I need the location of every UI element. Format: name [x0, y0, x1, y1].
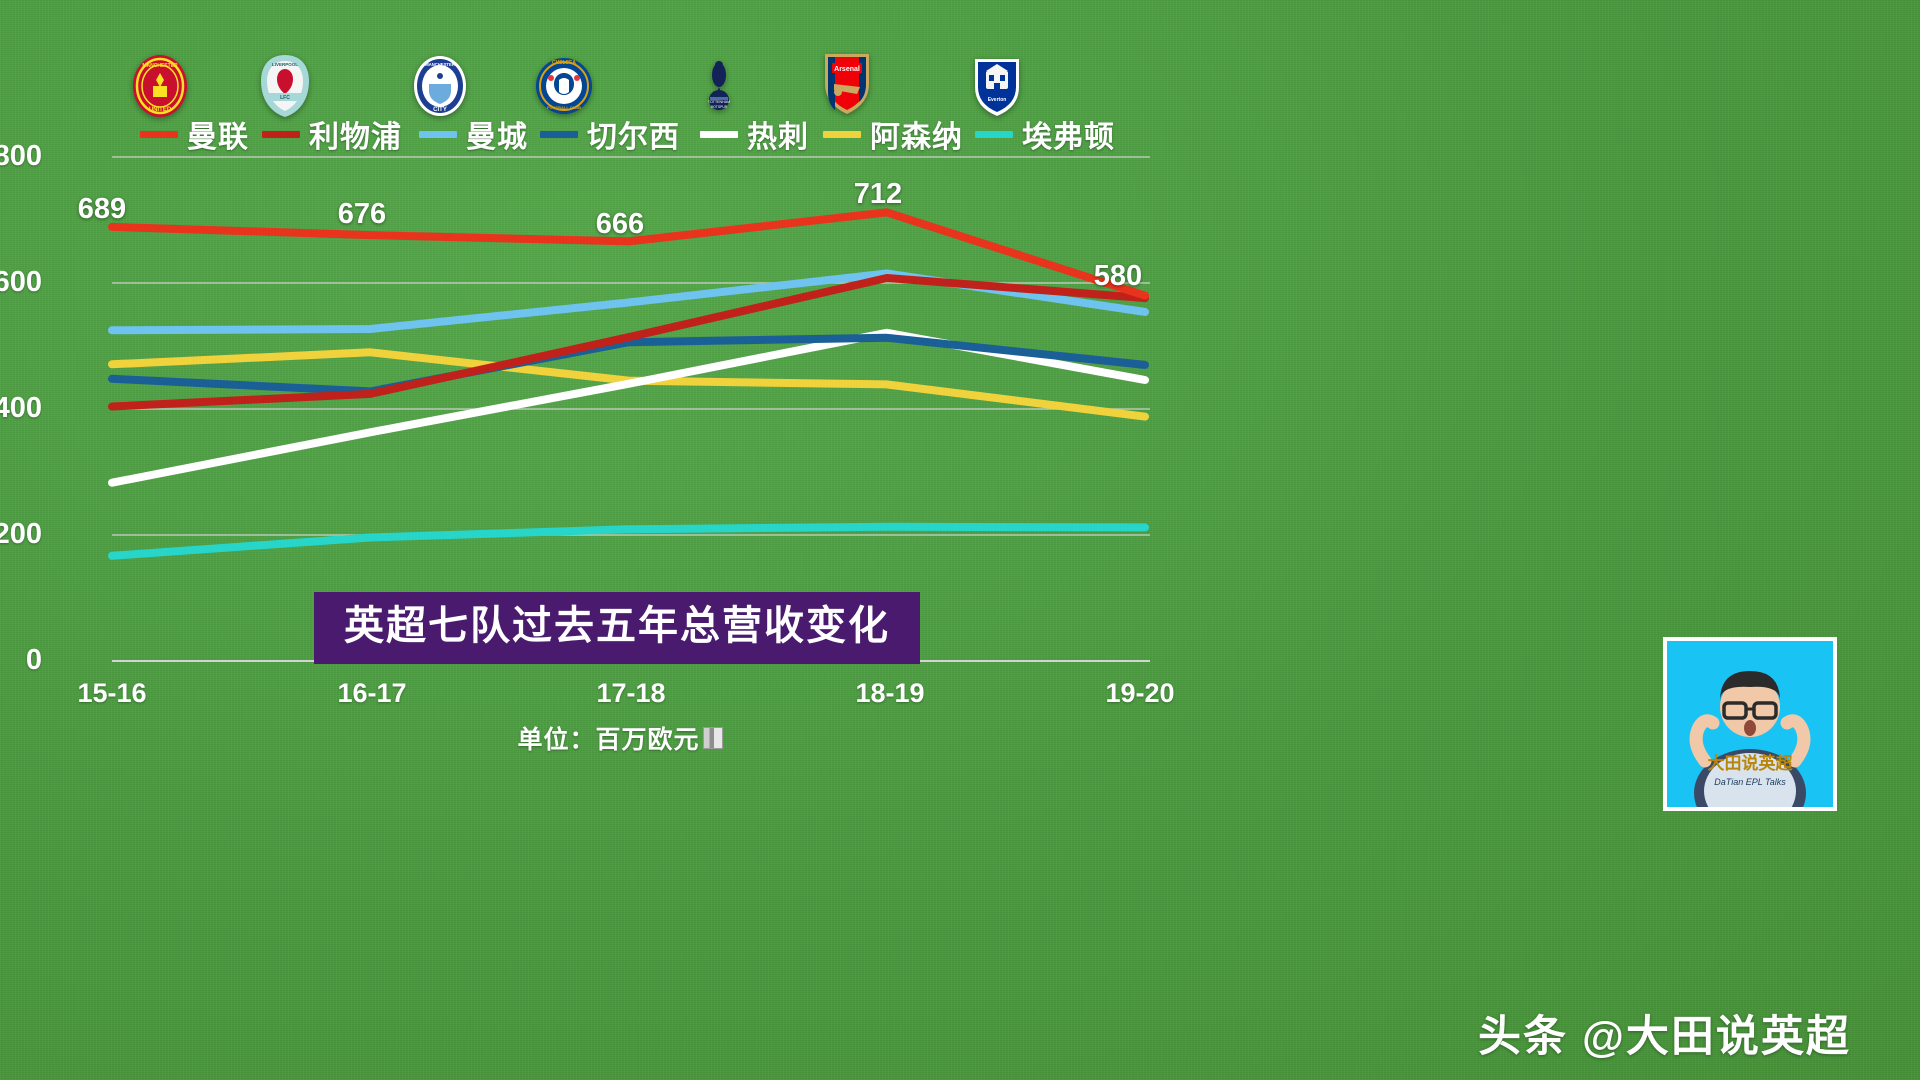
legend-label-manutd: 曼联 — [187, 121, 249, 154]
xtick-16-17: 16-17 — [337, 678, 407, 708]
svg-text:Everton: Everton — [988, 97, 1007, 103]
watermark-text: 头条 @大田说英超 — [1478, 1013, 1851, 1061]
xtick-17-18: 17-18 — [596, 678, 666, 708]
data-label-manutd-18-19: 712 — [853, 178, 903, 210]
series-line-切尔西 — [108, 333, 1149, 396]
svg-text:TOTTENHAM: TOTTENHAM — [708, 100, 730, 104]
legend-item-liverpool[interactable]: 利物浦 — [262, 112, 402, 156]
xtick-19-20: 19-20 — [1105, 678, 1175, 708]
legend-swatch-manutd — [140, 130, 178, 138]
svg-text:HOTSPUR: HOTSPUR — [711, 105, 728, 109]
legend-swatch-tottenham — [700, 130, 738, 138]
legend-item-everton[interactable]: 埃弗顿 — [975, 112, 1115, 156]
unit-caption: 单位：百万欧元 — [455, 720, 785, 756]
legend-label-mancity: 曼城 — [466, 121, 528, 154]
legend-label-liverpool: 利物浦 — [309, 121, 402, 154]
everton-logo: Everton — [968, 53, 1026, 119]
chart-title-banner: 英超七队过去五年总营收变化 — [314, 592, 920, 664]
series-line-埃弗顿 — [108, 522, 1149, 560]
series-line-曼联 — [108, 208, 1149, 300]
data-label-manutd-15-16: 689 — [77, 193, 127, 225]
legend-swatch-liverpool — [262, 130, 300, 138]
series-line-利物浦 — [108, 274, 1149, 411]
series-line-曼城 — [108, 269, 1149, 335]
data-label-manutd-19-20: 580 — [1093, 260, 1143, 292]
svg-text:LFC: LFC — [280, 95, 290, 101]
svg-text:DaTian EPL Talks: DaTian EPL Talks — [1714, 777, 1786, 787]
legend-label-arsenal: 阿森纳 — [870, 121, 963, 154]
svg-text:CITY: CITY — [433, 107, 447, 113]
legend-swatch-mancity — [419, 130, 457, 138]
legend-item-chelsea[interactable]: 切尔西 — [540, 112, 680, 156]
ytick-600: 600 — [0, 266, 42, 298]
ytick-800: 800 — [0, 140, 42, 172]
svg-text:FOOTBALL CLUB: FOOTBALL CLUB — [547, 105, 581, 110]
svg-text:LIVERPOOL: LIVERPOOL — [272, 62, 298, 67]
data-label-manutd-16-17: 676 — [337, 198, 387, 230]
channel-avatar-card: 大田说英超 DaTian EPL Talks — [1663, 637, 1837, 811]
svg-text:UNITED: UNITED — [149, 107, 172, 113]
svg-text:Arsenal: Arsenal — [834, 66, 860, 73]
manchester-united-logo: MANCHESTER UNITED — [131, 53, 189, 119]
chart-title-text: 英超七队过去五年总营收变化 — [344, 604, 890, 648]
xtick-18-19: 18-19 — [855, 678, 925, 708]
ytick-200: 200 — [0, 518, 42, 550]
ytick-400: 400 — [0, 392, 42, 424]
legend-label-tottenham: 热刺 — [747, 121, 809, 154]
xtick-15-16: 15-16 — [77, 678, 147, 708]
liverpool-logo: LFC LIVERPOOL — [256, 53, 314, 119]
legend-item-arsenal[interactable]: 阿森纳 — [823, 112, 963, 156]
unit-caption-text: 单位：百万欧元 — [517, 726, 700, 754]
chelsea-logo: CHELSEA FOOTBALL CLUB — [535, 53, 593, 119]
svg-text:CHELSEA: CHELSEA — [552, 60, 576, 66]
legend-swatch-arsenal — [823, 130, 861, 138]
legend-item-tottenham[interactable]: 热刺 — [700, 112, 809, 156]
tottenham-logo: TOTTENHAM HOTSPUR — [690, 53, 748, 119]
legend-swatch-chelsea — [540, 130, 578, 138]
data-label-manutd-17-18: 666 — [595, 208, 645, 240]
manchester-city-logo: MANCHESTER CITY — [411, 53, 469, 119]
legend-label-everton: 埃弗顿 — [1022, 121, 1115, 154]
missing-glyph-icon — [702, 727, 723, 749]
legend-item-manutd[interactable]: 曼联 — [140, 112, 249, 156]
svg-text:MANCHESTER: MANCHESTER — [425, 62, 455, 67]
svg-text:大田说英超: 大田说英超 — [1708, 753, 1794, 773]
arsenal-logo: Arsenal — [818, 50, 876, 116]
ytick-0: 0 — [25, 644, 42, 676]
legend-label-chelsea: 切尔西 — [587, 121, 680, 154]
legend-swatch-everton — [975, 130, 1013, 138]
legend-item-mancity[interactable]: 曼城 — [419, 112, 528, 156]
svg-text:MANCHESTER: MANCHESTER — [142, 63, 178, 69]
